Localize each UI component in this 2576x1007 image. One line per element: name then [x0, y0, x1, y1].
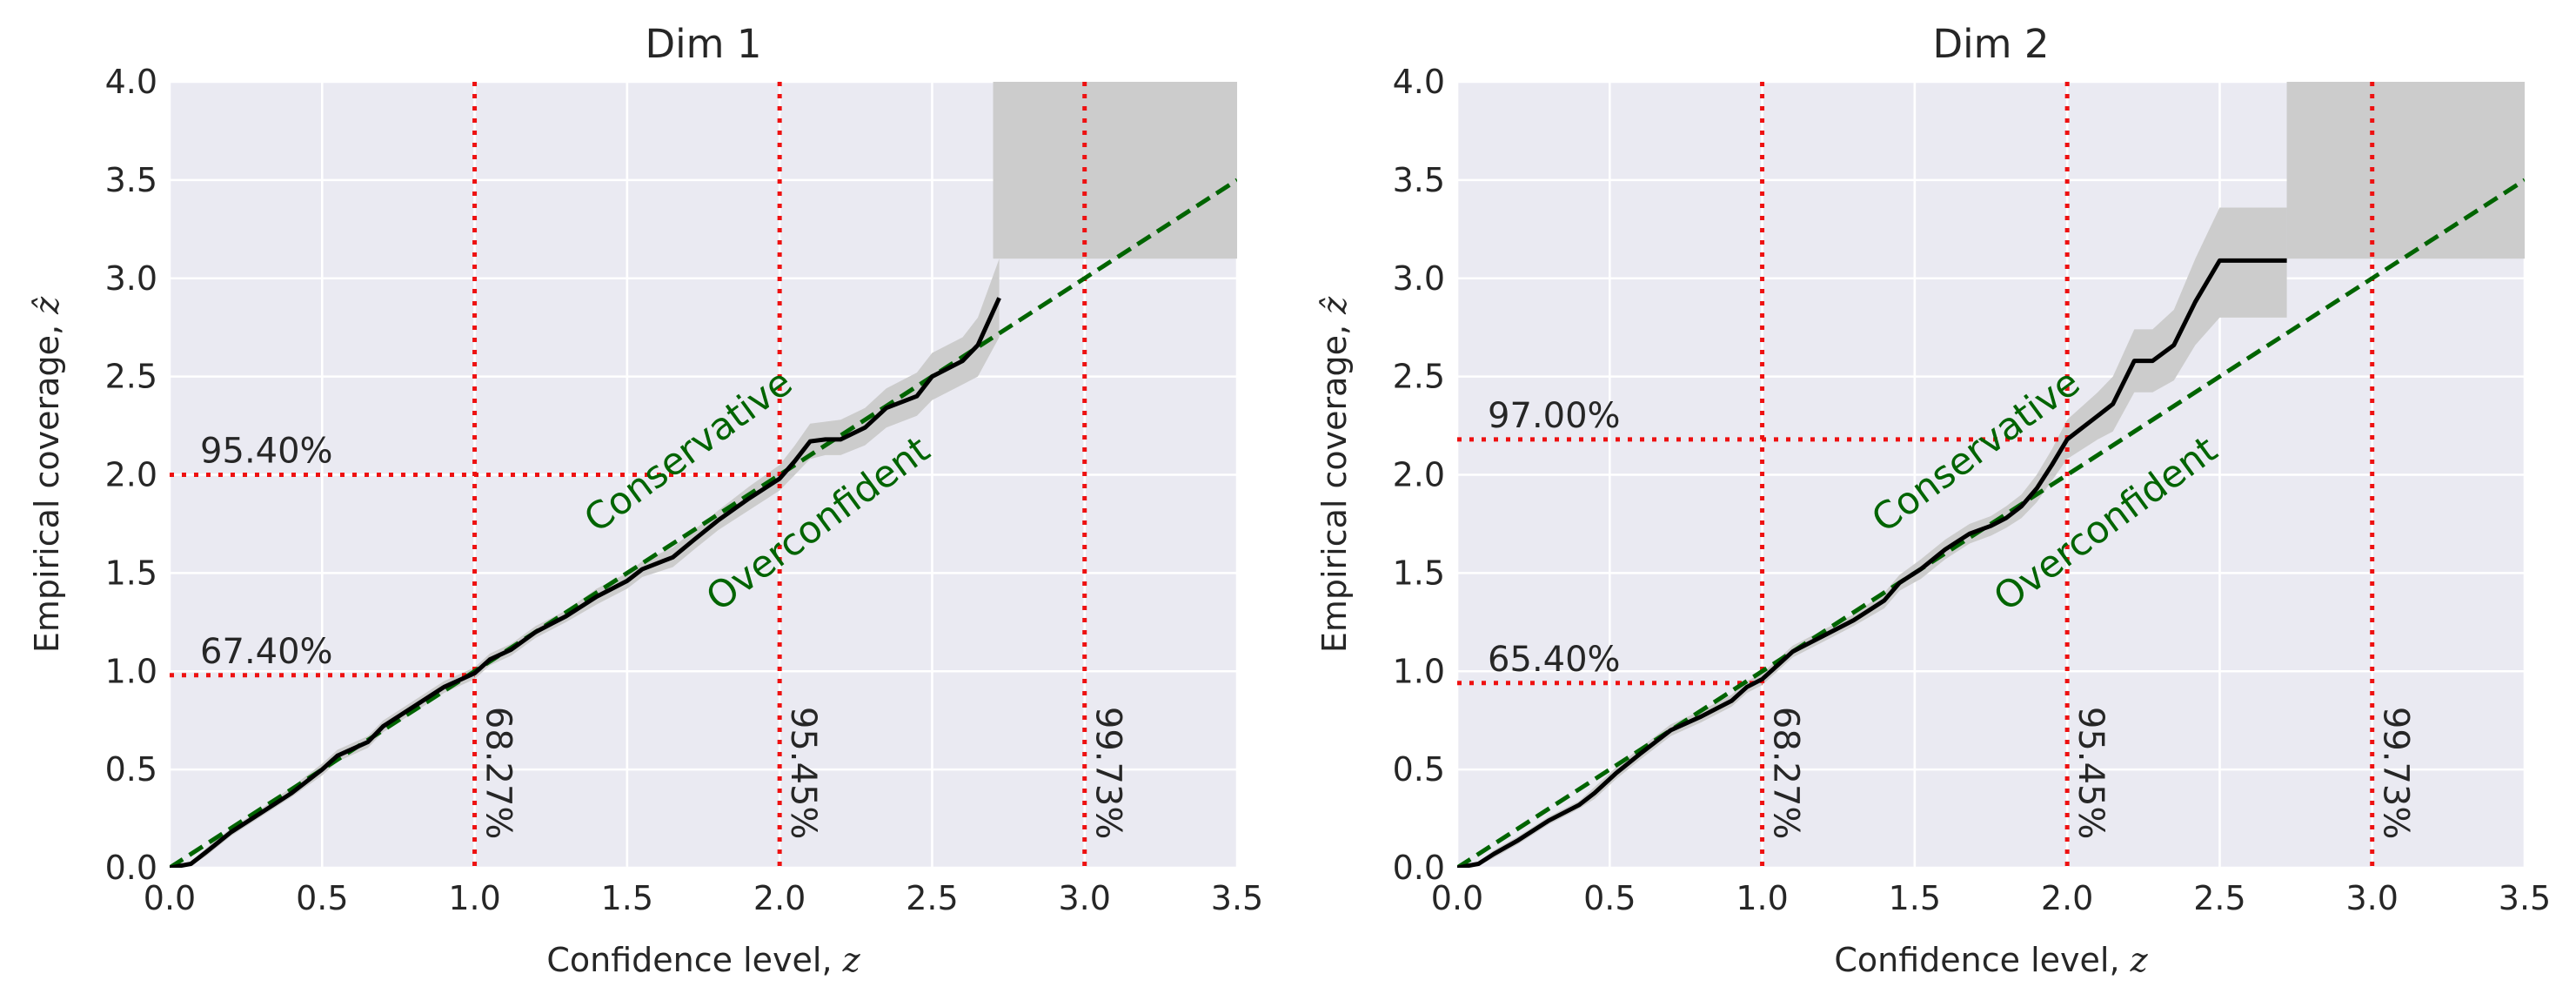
chart-title: Dim 1	[646, 21, 762, 67]
h-ref-label-1: 65.40%	[1488, 640, 1621, 680]
y-tick-label: 4.0	[1393, 63, 1445, 101]
h-ref-label-2: 95.40%	[200, 432, 333, 472]
y-tick-label: 4.0	[105, 63, 157, 101]
x-tick-label: 2.5	[906, 879, 958, 917]
tail-band	[2286, 82, 2525, 259]
x-tick-label: 3.5	[1211, 879, 1263, 917]
v-ref-label-3: 99.73%	[1088, 707, 1128, 840]
gridlines	[1455, 80, 2526, 869]
x-axis-label: Confidence level, z	[1834, 941, 2148, 979]
x-tick-label: 3.0	[1058, 879, 1110, 917]
x-tick-label: 2.0	[2041, 879, 2093, 917]
h-ref-label-1: 67.40%	[200, 632, 333, 672]
y-tick-label: 0.0	[105, 849, 157, 887]
y-axis-label: Empirical coverage, ẑ	[28, 296, 66, 653]
y-tick-label: 3.0	[105, 259, 157, 298]
y-axis-label: Empirical coverage, ẑ	[1315, 296, 1354, 653]
v-ref-label-2: 95.45%	[2071, 707, 2111, 840]
plot-content	[170, 82, 1237, 868]
y-tick-label: 1.5	[1393, 554, 1445, 592]
x-tick-label: 1.0	[1736, 879, 1788, 917]
y-tick-label: 1.0	[105, 652, 157, 690]
x-tick-label: 1.5	[1889, 879, 1941, 917]
confidence-band	[1457, 207, 2287, 868]
v-ref-label-2: 95.45%	[783, 707, 823, 840]
chart-panel-2: 65.40%97.00%68.27% 95.45% 99.73%Conservati…	[1315, 21, 2551, 979]
x-tick-label: 3.0	[2345, 879, 2398, 917]
y-tick-label: 3.0	[1393, 259, 1445, 298]
x-tick-label: 0.0	[144, 879, 196, 917]
y-tick-label: 2.5	[105, 358, 157, 396]
x-tick-label: 2.5	[2193, 879, 2245, 917]
x-axis-label: Confidence level, z	[546, 941, 860, 979]
x-tick-label: 0.5	[296, 879, 348, 917]
plot-content	[1457, 82, 2525, 868]
y-tick-label: 2.0	[105, 456, 157, 494]
x-tick-label: 3.5	[2499, 879, 2551, 917]
x-tick-label: 1.5	[601, 879, 653, 917]
coverage-line	[170, 297, 1001, 868]
x-tick-label: 0.0	[1431, 879, 1483, 917]
h-ref-label-2: 97.00%	[1488, 396, 1621, 436]
y-tick-label: 3.5	[105, 161, 157, 199]
y-tick-label: 0.5	[1393, 750, 1445, 789]
y-tick-label: 1.5	[105, 554, 157, 592]
y-tick-label: 0.0	[1393, 849, 1445, 887]
v-ref-label-1: 68.27%	[1766, 707, 1806, 840]
y-tick-label: 2.0	[1393, 456, 1445, 494]
y-tick-label: 1.0	[1393, 652, 1445, 690]
tail-band	[993, 82, 1237, 259]
y-tick-label: 2.5	[1393, 358, 1445, 396]
v-ref-label-1: 68.27%	[478, 707, 519, 840]
v-ref-label-3: 99.73%	[2376, 707, 2416, 840]
x-tick-label: 1.0	[448, 879, 500, 917]
x-tick-label: 0.5	[1583, 879, 1636, 917]
y-tick-label: 3.5	[1393, 161, 1445, 199]
coverage-line	[1457, 258, 2287, 868]
chart-title: Dim 2	[1933, 21, 2050, 67]
chart-panel-1: 67.40%95.40%68.27% 95.45% 99.73%Conservati…	[28, 21, 1263, 979]
x-tick-label: 2.0	[753, 879, 806, 917]
y-tick-label: 0.5	[105, 750, 157, 789]
